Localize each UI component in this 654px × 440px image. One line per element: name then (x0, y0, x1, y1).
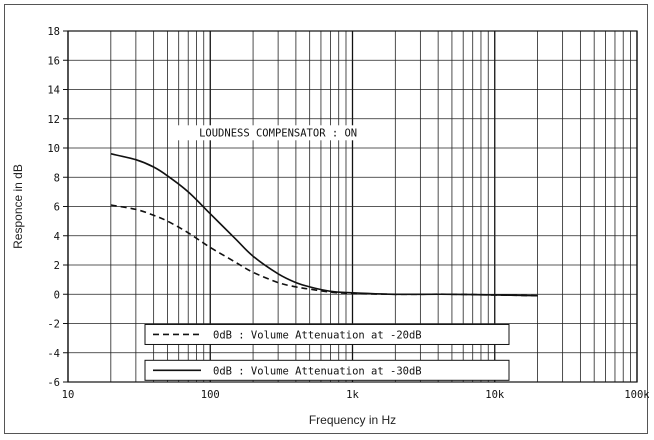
y-tick-label: 4 (54, 231, 60, 243)
x-tick-label: 10 (62, 389, 75, 401)
y-tick-label: -4 (47, 348, 60, 360)
legend-row-box (144, 323, 510, 345)
legend-row-box (144, 359, 510, 381)
chart-title-background (172, 125, 385, 141)
x-axis-label: Frequency in Hz (309, 413, 396, 427)
x-tick-label: 100 (201, 389, 220, 401)
y-tick-label: 8 (54, 172, 60, 184)
plot-area-border (67, 30, 638, 383)
y-tick-labels: -6 -4 -2 0 2 4 6 8 10 12 14 16 18 (47, 26, 60, 389)
x-tick-label: 1k (346, 389, 359, 401)
x-tick-label: 100k (624, 389, 649, 401)
legend-label-2: 0dB : Volume Attenuation at -30dB (213, 365, 422, 377)
x-tick-label: 10k (485, 389, 505, 401)
y-tick-label: 18 (47, 26, 60, 38)
y-tick-label: 2 (54, 260, 60, 272)
y-axis-label: Responce in dB (11, 164, 25, 249)
frequency-response-chart: -6 -4 -2 0 2 4 6 8 10 12 14 16 18 10 100 1k 10k 100k LOU… (11, 26, 649, 427)
series-line-1 (110, 204, 538, 297)
y-tick-label: 16 (47, 55, 60, 67)
y-tick-label: 10 (47, 143, 60, 155)
series-lines (110, 153, 538, 297)
chart-frame: -6 -4 -2 0 2 4 6 8 10 12 14 16 18 10 100 1k 10k 100k LOU… (4, 4, 649, 434)
x-tick-labels: 10 100 1k 10k 100k (62, 389, 649, 401)
y-tick-label: 12 (47, 114, 60, 126)
y-tick-label: -6 (47, 377, 60, 389)
legend-label-1: 0dB : Volume Attenuation at -20dB (213, 329, 422, 341)
legend: 0dB : Volume Attenuation at -20dB 0dB : V… (144, 323, 510, 381)
y-tick-label: 14 (47, 85, 60, 97)
y-tick-label: -2 (47, 319, 60, 331)
series-line-2 (110, 153, 538, 297)
y-tick-label: 0 (54, 289, 60, 301)
y-tick-label: 6 (54, 202, 60, 214)
chart-title: LOUDNESS COMPENSATOR : ON (199, 127, 357, 139)
